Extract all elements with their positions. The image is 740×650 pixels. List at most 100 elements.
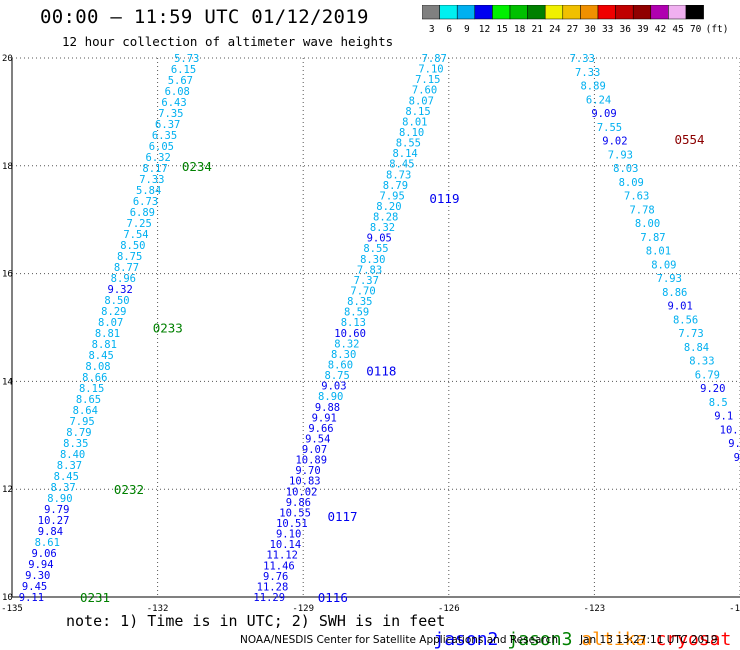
wave-height-value: 9.10 <box>276 529 301 541</box>
wave-height-value: 8.59 <box>344 307 369 319</box>
wave-height-value: 8.55 <box>363 243 388 255</box>
wave-height-value: 7.83 <box>357 264 382 276</box>
wave-height-value: 8.07 <box>98 317 123 329</box>
wave-height-value: 8.77 <box>114 262 139 274</box>
page-title: 00:00 – 11:59 UTC 01/12/2019 <box>40 6 369 28</box>
wave-height-value: 5.67 <box>168 75 193 87</box>
pass-time-label: 0233 <box>153 321 183 336</box>
footer-note: note: 1) Time is in UTC; 2) SWH is in fe… <box>66 612 446 630</box>
wave-height-value: 7.95 <box>380 190 405 202</box>
legend-tick-label: 33 <box>602 24 613 35</box>
wave-height-value: 8.20 <box>376 201 401 213</box>
wave-height-value: 8.10 <box>399 127 424 139</box>
wave-height-value: 8.64 <box>73 405 98 417</box>
satellite-label-jason3: jason3 <box>507 629 573 650</box>
wave-height-value: 9. <box>734 452 740 464</box>
y-tick-label: 20 <box>2 54 13 64</box>
wave-height-value: 9. <box>728 438 740 450</box>
satellite-label-cryosat: cryosat <box>655 629 732 650</box>
legend-tick-label: 27 <box>567 24 578 35</box>
wave-height-value: 6.35 <box>152 130 177 142</box>
pass-time-label: 0234 <box>182 159 212 174</box>
legend-swatch <box>685 5 704 20</box>
wave-height-value: 8.17 <box>142 163 167 175</box>
legend-tick-label: 9 <box>464 24 470 35</box>
wave-height-value: 10.02 <box>286 486 318 498</box>
x-tick-label: -123 <box>584 604 606 612</box>
wave-height-value: 9.07 <box>302 444 327 456</box>
y-tick-label: 10 <box>2 593 13 603</box>
satellite-label-jason2: jason2 <box>433 629 499 650</box>
wave-height-value: 9.1 <box>714 411 733 423</box>
wave-height-value: 9.30 <box>25 570 50 582</box>
wave-height-value: 7.87 <box>640 232 665 244</box>
wave-height-value: 6.08 <box>165 86 190 98</box>
wave-height-value: 9.20 <box>700 383 725 395</box>
wave-height-value: 9.86 <box>286 497 311 509</box>
wave-height-value: 10.27 <box>38 515 70 527</box>
wave-height-value: 8.35 <box>347 296 372 308</box>
wave-height-value: 7.10 <box>418 64 443 76</box>
credit-timestamp: Jan 13 13:27:11 UTC 2019 <box>580 634 718 646</box>
wave-height-value: 9.09 <box>591 108 616 120</box>
satellite-legend: jason2jason3altikacryosats3a <box>390 608 740 650</box>
x-tick-label: -126 <box>438 604 460 612</box>
wave-height-value: 7.95 <box>69 416 94 428</box>
wave-height-plot: -135-132-129-126-123-1201012141618209.11… <box>1 53 740 612</box>
wave-height-value: 7.33 <box>575 67 600 79</box>
pass-time-label: 0117 <box>327 509 357 524</box>
y-tick-label: 14 <box>2 377 13 387</box>
y-tick-label: 16 <box>2 270 13 280</box>
wave-height-value: 9.91 <box>312 412 337 424</box>
wave-height-value: 8.96 <box>111 273 136 285</box>
pass-time-label: 0118 <box>366 364 396 379</box>
wave-height-value: 8.79 <box>66 427 91 439</box>
wave-height-value: 7.93 <box>608 149 633 161</box>
wave-height-value: 8.50 <box>104 295 129 307</box>
wave-height-value: 10.89 <box>295 455 327 467</box>
wave-height-value: 9.11 <box>19 592 44 604</box>
wave-height-value: 9.84 <box>38 526 63 538</box>
y-tick-label: 18 <box>2 162 13 172</box>
legend-tick-label: 24 <box>549 24 561 35</box>
legend-tick-label: 36 <box>620 24 632 35</box>
wave-height-value: 8.40 <box>60 449 85 461</box>
wave-height-value: 8.45 <box>389 159 414 171</box>
pass-time-label: 0119 <box>429 191 459 206</box>
wave-height-value: 7.93 <box>657 273 682 285</box>
legend-tick-label: 18 <box>514 24 526 35</box>
wave-height-value: 8.61 <box>35 537 60 549</box>
wave-height-value: 8.33 <box>689 356 714 368</box>
wave-height-value: 7.70 <box>350 286 375 298</box>
legend-tick-label: 70 <box>690 24 702 35</box>
wave-height-value: 8.5 <box>709 397 728 409</box>
wave-height-value: 9.32 <box>108 284 133 296</box>
wave-height-value: 6.89 <box>130 207 155 219</box>
wave-height-value: 5.84 <box>136 185 161 197</box>
wave-height-value: 6.79 <box>695 369 720 381</box>
wave-height-value: 10.55 <box>279 507 311 519</box>
legend-tick-label: 45 <box>672 24 683 35</box>
wave-height-value: 8.03 <box>613 163 638 175</box>
wave-height-value: 8.86 <box>662 287 687 299</box>
wave-height-value: 8.13 <box>341 317 366 329</box>
wave-height-value: 9.01 <box>668 301 693 313</box>
wave-height-value: 8.30 <box>331 349 356 361</box>
wave-height-value: 8.30 <box>360 254 385 266</box>
wave-height-value: 8.15 <box>405 106 430 118</box>
wave-height-value: 8.81 <box>92 339 117 351</box>
wave-height-value: 11.12 <box>266 550 298 562</box>
wave-height-value: 8.73 <box>386 169 411 181</box>
wave-height-value: 7.37 <box>354 275 379 287</box>
wave-height-value: 7.25 <box>127 218 152 230</box>
legend-tick-label: 30 <box>584 24 596 35</box>
credit-text: NOAA/NESDIS Center for Satellite Applica… <box>240 634 558 646</box>
wave-height-value: 8.08 <box>85 361 110 373</box>
wave-height-value: 8.32 <box>370 222 395 234</box>
wave-height-value: 6.43 <box>161 97 186 109</box>
pass-time-label: 0231 <box>80 590 110 605</box>
x-tick-label: -120 <box>729 604 740 612</box>
wave-height-value: 7.60 <box>412 85 437 97</box>
wave-height-value: 10.51 <box>276 518 308 530</box>
legend-tick-label: 6 <box>446 24 452 35</box>
